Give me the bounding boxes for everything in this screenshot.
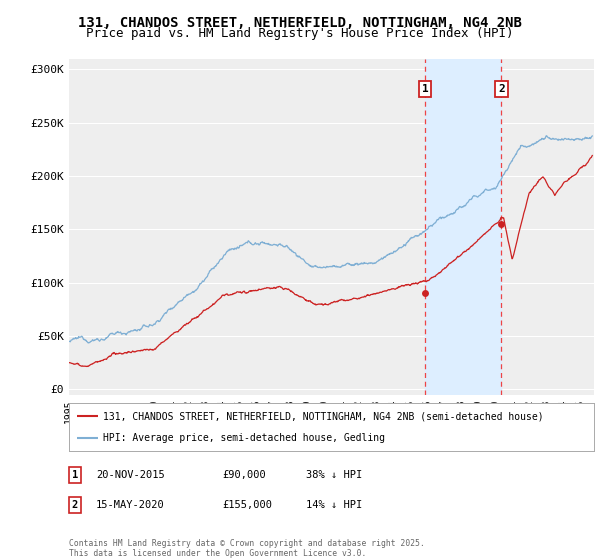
Text: 2: 2: [72, 500, 78, 510]
Text: £90,000: £90,000: [222, 470, 266, 480]
Text: 1: 1: [72, 470, 78, 480]
Text: 131, CHANDOS STREET, NETHERFIELD, NOTTINGHAM, NG4 2NB (semi-detached house): 131, CHANDOS STREET, NETHERFIELD, NOTTIN…: [103, 411, 544, 421]
Text: 20-NOV-2015: 20-NOV-2015: [96, 470, 165, 480]
Text: £155,000: £155,000: [222, 500, 272, 510]
Text: Contains HM Land Registry data © Crown copyright and database right 2025.
This d: Contains HM Land Registry data © Crown c…: [69, 539, 425, 558]
Text: HPI: Average price, semi-detached house, Gedling: HPI: Average price, semi-detached house,…: [103, 433, 385, 443]
Text: 1: 1: [422, 84, 428, 94]
Text: 14% ↓ HPI: 14% ↓ HPI: [306, 500, 362, 510]
Text: 38% ↓ HPI: 38% ↓ HPI: [306, 470, 362, 480]
Text: 15-MAY-2020: 15-MAY-2020: [96, 500, 165, 510]
Text: 131, CHANDOS STREET, NETHERFIELD, NOTTINGHAM, NG4 2NB: 131, CHANDOS STREET, NETHERFIELD, NOTTIN…: [78, 16, 522, 30]
Bar: [425, 59, 502, 395]
Text: 2: 2: [498, 84, 505, 94]
Text: Price paid vs. HM Land Registry's House Price Index (HPI): Price paid vs. HM Land Registry's House …: [86, 27, 514, 40]
